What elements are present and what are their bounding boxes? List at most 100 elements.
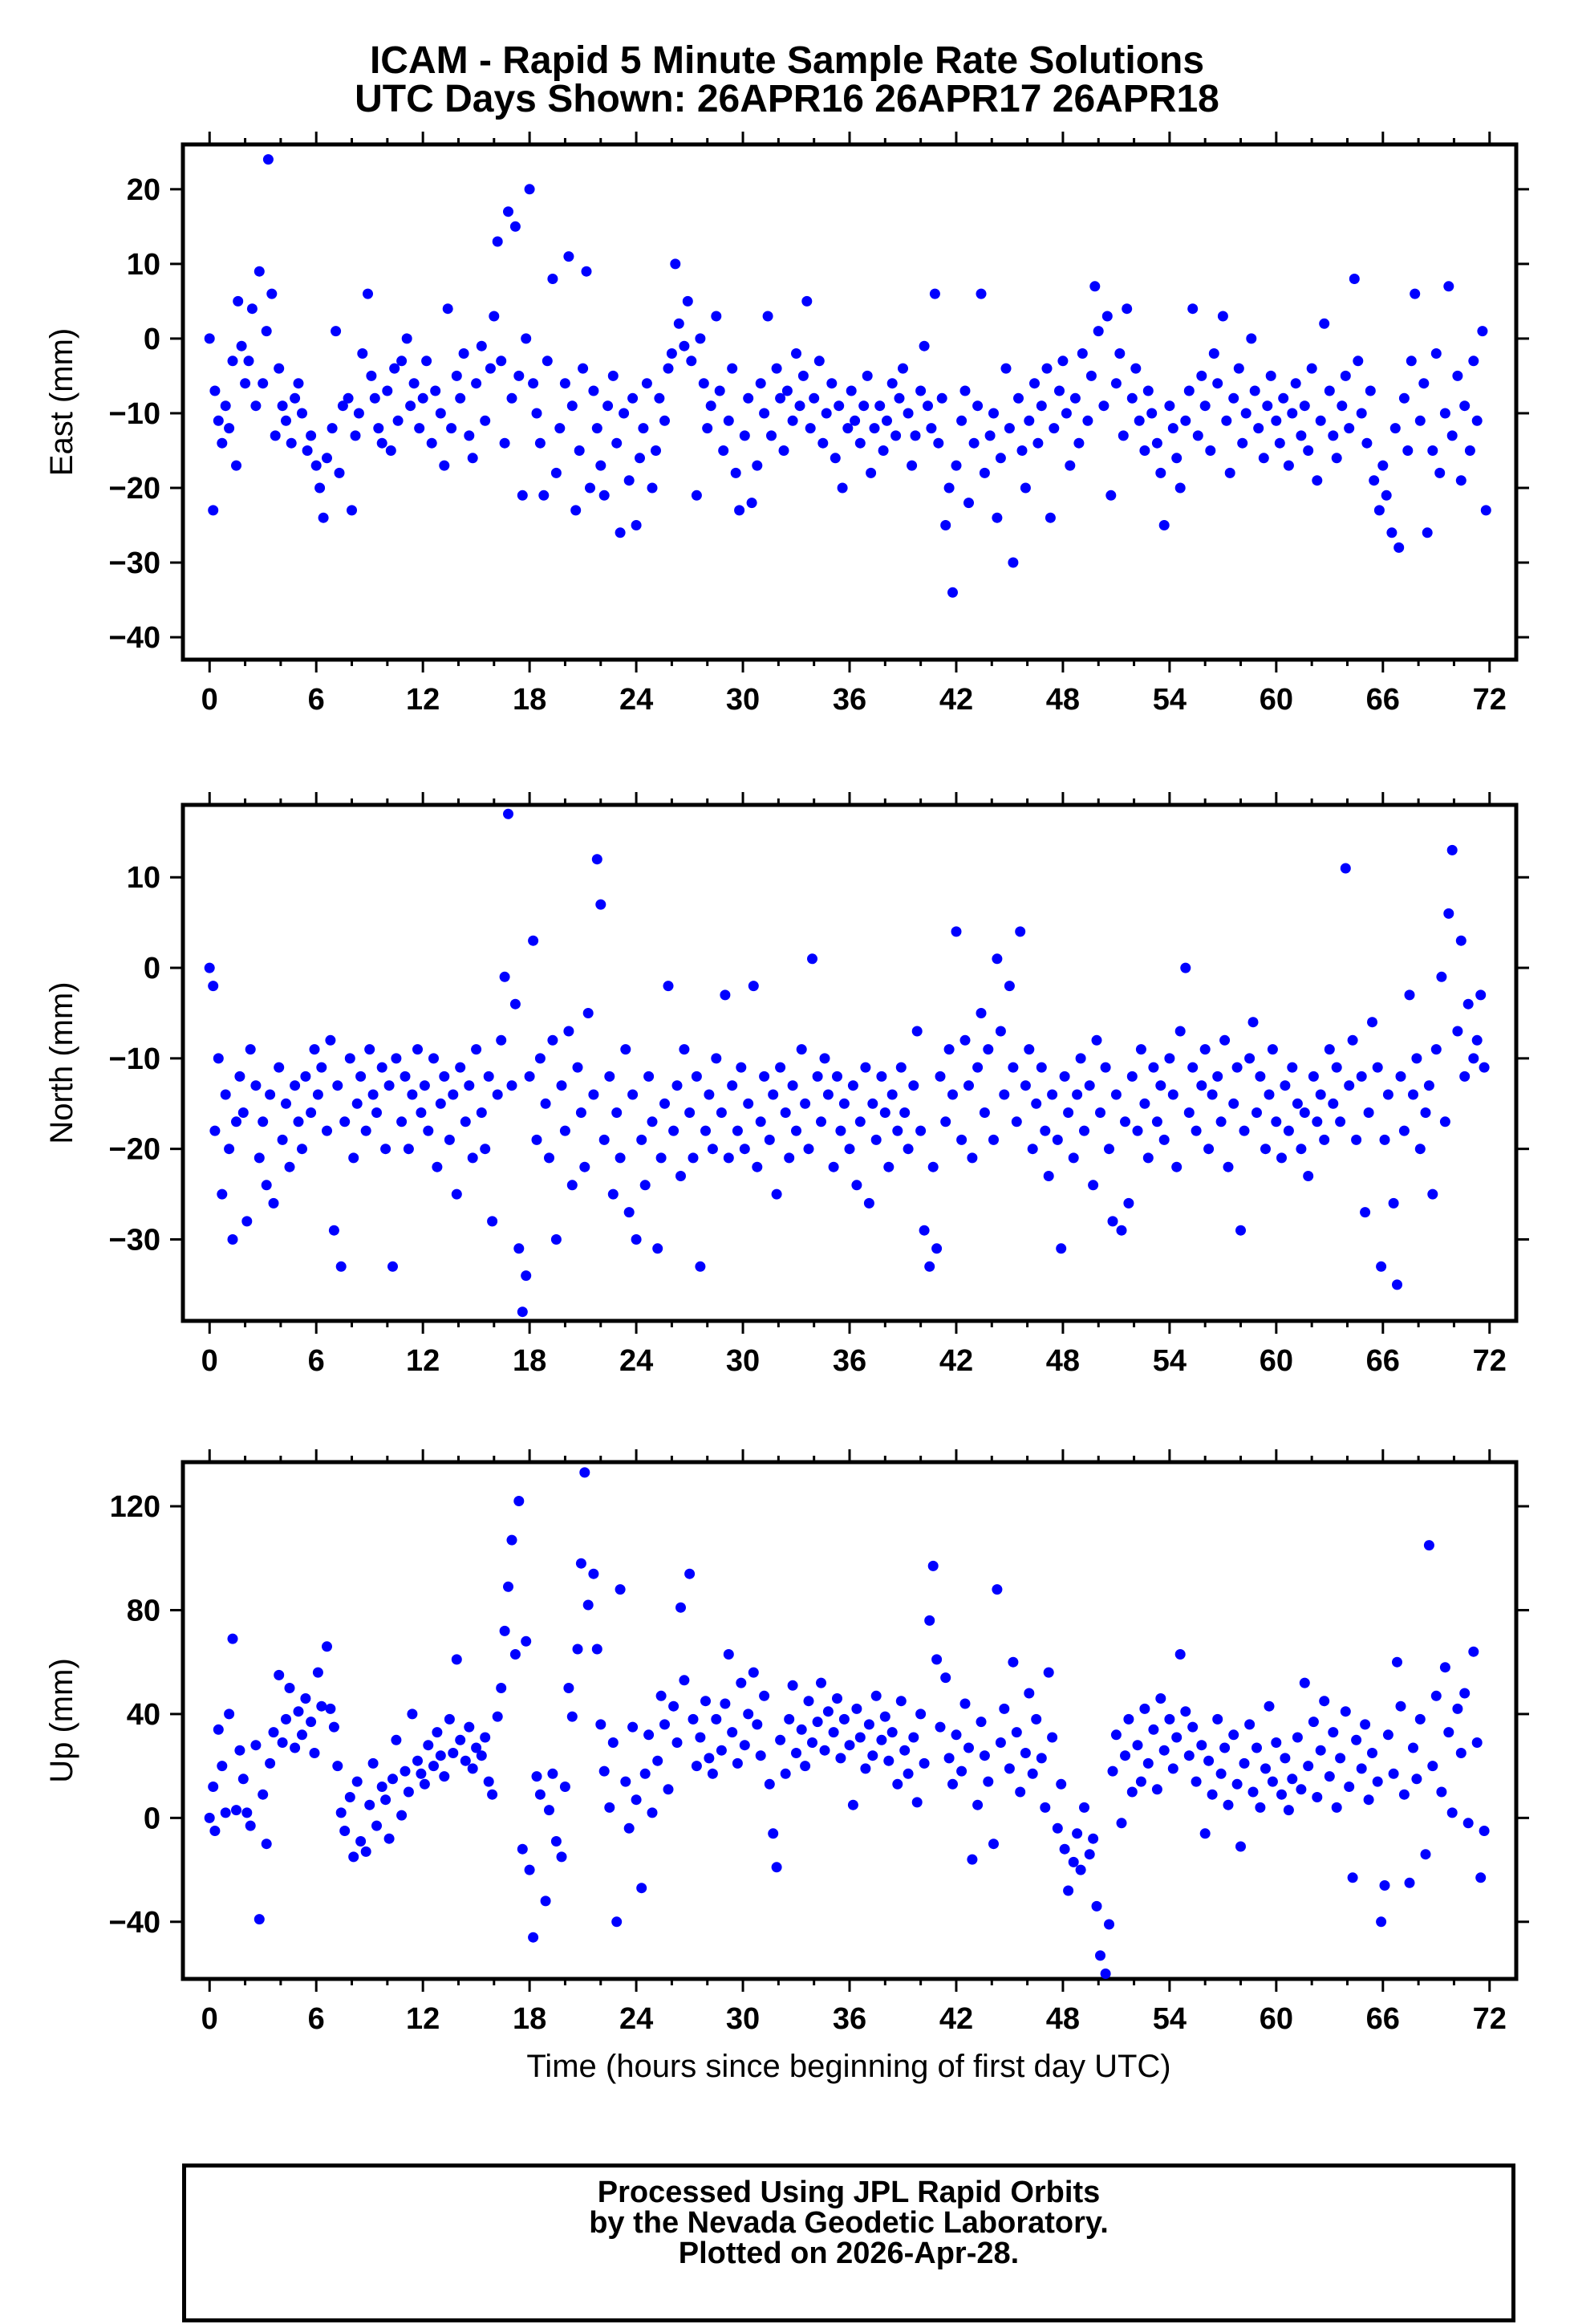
up-data-point: [1151, 1784, 1162, 1795]
east-data-point: [607, 370, 619, 381]
up-data-point: [268, 1727, 279, 1738]
up-data-point: [387, 1773, 398, 1785]
east-data-point: [926, 423, 937, 434]
up-data-points: [204, 1467, 1490, 1979]
east-data-point: [1262, 400, 1273, 412]
east-data-point: [1274, 437, 1285, 449]
up-data-point: [364, 1799, 375, 1810]
east-data-point: [929, 288, 940, 299]
north-y-axis-label: North (mm): [44, 981, 79, 1144]
north-data-point: [755, 1116, 766, 1127]
east-data-point: [274, 363, 285, 374]
north-xtick-label: 6: [308, 1344, 325, 1378]
north-data-point: [1004, 981, 1015, 992]
up-data-point: [1459, 1688, 1471, 1699]
up-data-point: [1120, 1750, 1130, 1761]
east-data-point: [801, 295, 813, 307]
footer-line2: by the Nevada Geodetic Laboratory.: [589, 2206, 1109, 2240]
east-data-point: [250, 400, 262, 412]
north-data-point: [383, 1080, 395, 1091]
north-data-point: [503, 808, 513, 819]
north-data-point: [659, 1098, 670, 1109]
east-data-point: [566, 400, 578, 412]
north-data-point: [886, 1089, 898, 1100]
east-data-point: [903, 408, 914, 419]
north-data-point: [759, 1071, 770, 1082]
east-data-point: [353, 408, 364, 419]
up-data-point: [1296, 1784, 1307, 1795]
up-xtick-label: 6: [308, 2002, 325, 2036]
up-data-point: [691, 1761, 702, 1772]
north-data-point: [675, 1171, 686, 1181]
east-data-point: [1283, 460, 1294, 471]
north-data-point: [1411, 1053, 1422, 1064]
up-data-point: [1231, 1778, 1243, 1790]
east-data-point: [1045, 512, 1056, 523]
north-data-point: [1187, 1062, 1199, 1073]
north-data-point: [1020, 1080, 1031, 1091]
east-data-point: [439, 460, 450, 471]
north-data-point: [867, 1098, 878, 1109]
north-data-point: [967, 1152, 978, 1164]
east-data-point: [1369, 475, 1380, 486]
east-data-point: [1402, 445, 1414, 456]
north-data-point: [579, 1161, 590, 1172]
north-data-point: [1047, 1089, 1058, 1100]
east-data-point: [759, 408, 770, 419]
east-data-point: [213, 415, 224, 426]
up-data-point: [1191, 1776, 1202, 1787]
up-data-point: [544, 1805, 554, 1816]
north-data-point: [1382, 1089, 1393, 1100]
east-data-point: [430, 385, 441, 396]
east-data-point: [858, 400, 870, 412]
north-data-point: [316, 1062, 327, 1073]
up-data-point: [579, 1467, 590, 1478]
north-data-point: [1324, 1044, 1335, 1055]
north-data-point: [1158, 1134, 1170, 1145]
north-data-point: [403, 1144, 414, 1155]
east-data-point: [1422, 527, 1433, 538]
north-xtick-label: 72: [1473, 1344, 1507, 1378]
up-data-point: [1427, 1761, 1438, 1772]
north-data-point: [972, 1062, 984, 1073]
north-data-point: [1471, 1034, 1483, 1046]
east-data-point: [718, 445, 729, 456]
north-data-point: [1296, 1144, 1307, 1155]
up-data-point: [755, 1750, 766, 1761]
east-data-point: [1240, 408, 1251, 419]
up-data-point: [1244, 1719, 1256, 1730]
east-data-point: [1142, 385, 1154, 396]
up-data-point: [720, 1698, 731, 1709]
up-data-point: [416, 1768, 427, 1779]
east-data-point: [485, 363, 496, 374]
east-data-point: [1061, 408, 1072, 419]
east-xtick-label: 72: [1473, 683, 1507, 717]
up-data-point: [931, 1654, 943, 1665]
east-data-point: [1414, 415, 1426, 426]
east-data-point: [343, 392, 354, 404]
up-data-point: [739, 1740, 750, 1751]
north-data-point: [988, 1134, 999, 1145]
north-data-point: [1414, 1144, 1426, 1155]
north-data-point: [1223, 1161, 1234, 1172]
up-data-point: [1132, 1740, 1143, 1751]
east-data-point: [1057, 356, 1069, 367]
north-data-point: [1139, 1098, 1150, 1109]
up-data-point: [659, 1719, 670, 1730]
north-data-point: [716, 1107, 727, 1118]
east-data-point: [723, 415, 734, 426]
north-data-point: [931, 1243, 943, 1254]
up-data-point: [847, 1799, 858, 1810]
up-data-point: [451, 1654, 462, 1665]
north-data-point: [1276, 1152, 1287, 1164]
north-data-point: [563, 1026, 574, 1037]
north-data-point: [743, 1098, 754, 1109]
north-data-point: [1360, 1207, 1371, 1218]
up-data-point: [620, 1776, 631, 1787]
up-data-point: [838, 1713, 850, 1725]
east-data-point: [842, 423, 854, 434]
north-data-point: [524, 1071, 535, 1082]
east-data-point: [1353, 356, 1364, 367]
up-data-point: [435, 1750, 446, 1761]
up-data-point: [1344, 1782, 1355, 1792]
